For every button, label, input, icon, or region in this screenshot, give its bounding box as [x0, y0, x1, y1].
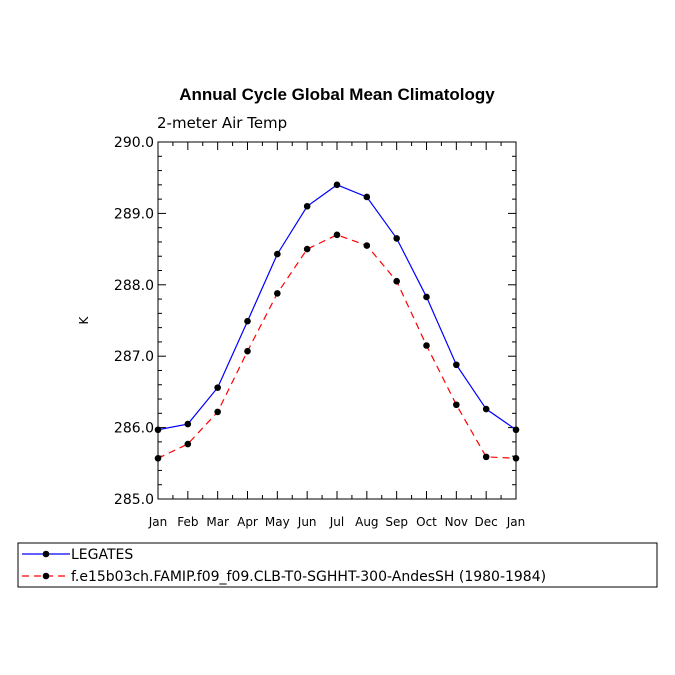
series-line-2 — [157, 234, 517, 459]
legend: LEGATES f.e15b03ch.FAMIP.f09_f09.CLB-T0-S… — [17, 542, 658, 588]
x-tick-label: Mar — [206, 515, 229, 529]
y-tick-label: 286.0 — [114, 421, 154, 437]
y-tick-label: 290.0 — [114, 135, 154, 151]
x-tick-label: Nov — [445, 515, 468, 529]
x-tick-label: Jul — [329, 515, 344, 529]
series-1-point — [184, 420, 192, 428]
legend-box — [17, 542, 658, 588]
x-tick-label: Aug — [355, 515, 378, 529]
x-tick-label: Oct — [416, 515, 437, 529]
series-2-point — [244, 347, 251, 355]
x-tick-label: Jun — [297, 515, 317, 529]
series-1-point — [154, 426, 162, 434]
series-1-point — [214, 384, 221, 391]
x-tick-label: Sep — [385, 515, 408, 529]
x-tick-label: Apr — [237, 515, 258, 529]
y-tick-label: 285.0 — [114, 492, 154, 508]
series-2-point — [512, 455, 520, 462]
series-1-point — [482, 405, 490, 413]
y-tick-label: 288.0 — [114, 278, 154, 294]
x-tick-label: Dec — [475, 515, 498, 529]
x-tick-label: Jan — [148, 515, 168, 529]
series-1-point — [393, 235, 400, 242]
series-1-point — [274, 250, 281, 258]
series-1-point — [453, 361, 460, 369]
chart-subtitle: 2-meter Air Temp — [157, 114, 287, 132]
plot-frame — [157, 141, 517, 500]
series-1-point — [423, 293, 430, 301]
series-2-point — [154, 455, 162, 462]
series-layer — [154, 181, 520, 462]
x-tick-label: Jan — [506, 515, 526, 529]
series-2-point — [363, 242, 371, 249]
y-axis-label: K — [77, 315, 91, 324]
legend-label-1: LEGATES — [71, 547, 133, 563]
ticks-layer: 285.0 286.0 287.0 288.0 289.0 290.0 Jan Feb Mar A… — [114, 135, 525, 529]
series-2-point — [423, 342, 430, 349]
legend-marker-2 — [42, 572, 50, 580]
series-2-point — [482, 453, 490, 461]
series-1-point — [303, 202, 311, 210]
chart-title: Annual Cycle Global Mean Climatology — [179, 85, 495, 104]
series-2-point — [453, 401, 460, 409]
series-2-point — [333, 231, 341, 239]
series-1-point — [333, 181, 341, 189]
series-2-point — [393, 277, 400, 285]
legend-label-2: f.e15b03ch.FAMIP.f09_f09.CLB-T0-SGHHT-30… — [71, 569, 546, 585]
series-1-point — [512, 426, 520, 434]
series-1-point — [244, 317, 251, 325]
series-2-point — [214, 408, 221, 416]
x-tick-label: May — [265, 515, 290, 529]
y-tick-label: 287.0 — [114, 349, 154, 365]
series-2-point — [184, 440, 192, 448]
series-1-point — [363, 193, 371, 201]
y-tick-label: 289.0 — [114, 206, 154, 222]
series-2-point — [274, 290, 281, 297]
legend-marker-1 — [42, 550, 50, 558]
series-2-point — [303, 245, 311, 253]
x-tick-label: Feb — [177, 515, 198, 529]
series-line-1 — [157, 184, 517, 431]
